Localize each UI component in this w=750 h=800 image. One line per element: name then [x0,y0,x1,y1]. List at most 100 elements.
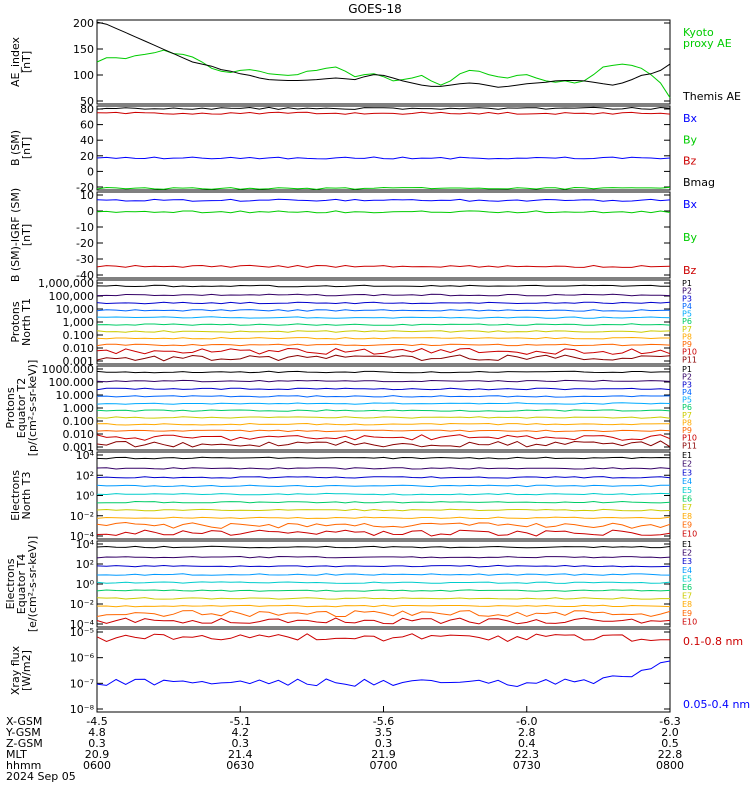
y-axis-label: Xray flux[W/m2] [9,645,33,695]
legend-entry: E1 [682,540,692,549]
channel-line-P10 [96,347,671,355]
legend-entry-line: By [683,133,698,146]
legend-entry: E4 [682,477,692,486]
channel-line-P7 [96,416,671,419]
legend-entry: P9 [682,340,692,349]
x-axis-value: 0700 [370,759,398,772]
legend-entry-line: Bx [683,112,698,125]
channel-line-P2 [96,379,671,383]
legend-entry: P6 [682,403,692,412]
y-tick-label: 10⁴ [76,449,95,462]
legend-entry: P11 [682,441,697,450]
y-axis-label-line: Equator T2 [15,378,28,438]
legend-entry: P2 [682,373,692,382]
channel-line-E5 [96,581,671,584]
legend-entry: P1 [682,279,692,288]
legend-entry: E8 [682,600,692,609]
channel-line-P3 [96,387,671,391]
channel-line-P3 [96,301,671,305]
channel-line-E10 [96,617,671,625]
legend-entry: 0.05-0.4 nm [683,698,750,711]
x-axis-value: 22.3 [515,748,540,761]
panel-3: 100-10-20-30-40B (SM)-IGRF (SM)[nT]BxByB… [9,188,698,282]
y-axis-label-line: [W/m2] [20,650,33,691]
legend-entry: By [683,133,698,146]
y-tick-label: 10⁻⁵ [70,626,94,639]
y-tick-label: 0.001 [63,355,95,368]
y-tick-label: 20 [80,150,94,163]
y-tick-label: 10⁻⁷ [70,677,94,690]
y-tick-label: 0.010 [63,342,95,355]
channel-line-E3 [96,564,671,568]
y-axis-label-line: Electrons [4,558,17,609]
y-tick-label: 10⁻⁸ [70,703,95,716]
legend-entry-line: By [683,231,698,244]
channel-line-P8 [96,422,671,426]
panel-2: 80 60 40 20 0 -20 B (SM)[nT] Bx By Bz Bmag [9,103,715,194]
y-tick-label: 10⁰ [76,578,95,591]
channel-line-E7 [96,597,670,600]
panel-frame [96,105,671,191]
y-axis-label-line: [nT] [20,137,33,159]
channel-line-E4 [96,484,670,488]
x-axis-value: 0.3 [88,737,106,750]
x-axis-value: 0630 [226,759,254,772]
series-line-1 [96,210,671,214]
panel-4: 1,000,000100,00010,0001,0000.1000.0100.0… [9,277,697,368]
y-tick-label: 10⁴ [76,538,95,551]
panel-8: 10⁻⁵ 10⁻⁶ 10⁻⁷ 10⁻⁸ Xray flux[W/m2] 0.1-0.8 n… [9,626,750,716]
legend-entry: E5 [682,574,692,583]
channel-line-P1 [96,370,670,374]
y-tick-label: -40 [76,269,94,282]
legend-entry: E9 [682,609,692,618]
y-tick-label: 0.001 [63,441,95,454]
x-axis-value: 22.8 [658,748,683,761]
legend-entry: E5 [682,486,692,495]
legend: Bx By Bz [683,198,698,277]
y-tick-label: 60 [80,119,94,132]
legend-entry: E2 [682,549,692,558]
series-line-3 [96,186,671,190]
legend-entry: P7 [682,325,692,334]
y-axis-label-line: [p/(cm²-s-sr-keV)] [26,360,39,457]
channel-line-P4 [96,395,671,398]
legend-entry-line: Bz [683,264,697,277]
x-axis-value: -6.0 [516,715,537,728]
x-axis-row-label: Z-GSM [6,737,43,750]
legend-entry: E4 [682,566,692,575]
y-tick-label: 0 [87,165,94,178]
channel-line-E6 [96,589,671,592]
legend-entry: E1 [682,451,692,460]
y-axis-label-line: [nT] [20,51,33,73]
legend-entry: E8 [682,512,692,521]
legend-entry: Themis AE [682,90,741,103]
panel-frame [96,191,671,279]
y-axis-label: B (SM)-IGRF (SM)[nT] [9,188,33,282]
y-axis-label-line: AE_index [9,36,22,87]
y-tick-label: 100 [73,69,94,82]
legend-entry: E10 [682,529,697,538]
channel-line-P5 [96,402,671,405]
y-axis-label: B (SM)[nT] [9,130,33,166]
x-axis-value: 21.4 [228,748,253,761]
x-axis-value: 2.8 [518,726,536,739]
legend-entry: P8 [682,418,692,427]
x-axis-value: -5.6 [373,715,394,728]
y-tick-label: 10,000 [56,303,95,316]
legend-entry-line: Bz [683,155,697,168]
channel-line-E4 [96,573,671,576]
series-line-1 [96,111,671,115]
y-axis-label-line: North T3 [20,472,33,520]
y-axis-label-line: [nT] [20,224,33,246]
y-tick-label: 0.010 [63,428,95,441]
